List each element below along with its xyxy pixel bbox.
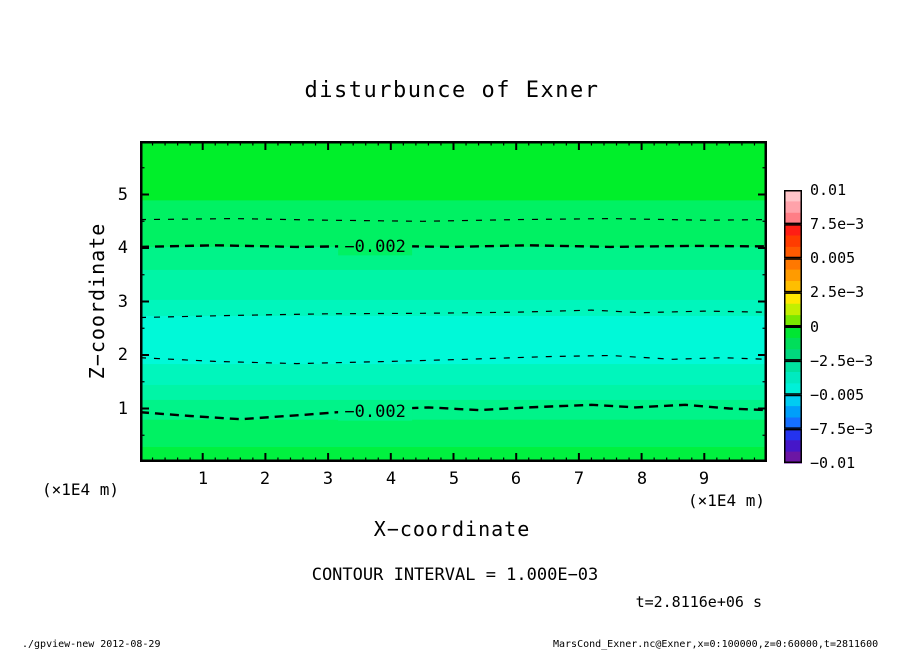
colorbar-box-outline (784, 258, 802, 293)
colorbar-segment (784, 440, 802, 453)
y-unit-label: (×1E4 m) (42, 480, 120, 499)
colorbar-segment (784, 303, 802, 316)
colorbar-tick-label: 7.5e−3 (810, 215, 865, 233)
colorbar-tick-label: −2.5e−3 (810, 352, 874, 370)
colorbar-segment (784, 326, 802, 339)
colorbar-segment (784, 281, 802, 293)
colorbar-segment (784, 246, 802, 259)
fill-band (140, 200, 767, 248)
fill-band (140, 141, 767, 201)
plot-area: −0.002 −0.002 (139, 141, 768, 463)
colorbar-segment (784, 417, 802, 430)
colorbar-segment (784, 201, 802, 214)
colorbar-tick-label: 0 (810, 318, 820, 336)
colorbar-box-outline (784, 326, 802, 361)
footer-source: MarsCond_Exner.nc@Exner,x=0:100000,z=0:6… (553, 639, 879, 650)
contour-plot: −0.002 −0.002 (139, 141, 768, 463)
contour-label: −0.002 (344, 402, 405, 422)
fill-band (140, 246, 767, 271)
x-tick-label: 7 (573, 469, 585, 489)
fill-band (140, 364, 767, 386)
colorbar-box-outline (784, 394, 802, 429)
colorbar-box-outline (784, 360, 802, 395)
colorbar-segment (784, 258, 802, 271)
colorbar-tick-label: −7.5e−3 (810, 420, 874, 438)
colorbar-tick-label: 0.005 (810, 249, 856, 267)
x-tick-label: 1 (197, 469, 209, 489)
y-axis-label: Z−coordinate (85, 222, 109, 380)
contour-line (139, 403, 768, 421)
fill-band (140, 399, 767, 421)
colorbar-segment (784, 383, 802, 396)
x-tick-label: 6 (510, 469, 522, 489)
colorbar-segment (784, 269, 802, 282)
y-tick-label: 5 (117, 185, 128, 205)
fill-band (140, 269, 767, 301)
colorbar-tick-label: −0.01 (810, 454, 856, 472)
colorbar (783, 190, 803, 469)
colorbar-segment (784, 451, 802, 464)
contour-interval-label: CONTOUR INTERVAL = 1.000E−03 (311, 565, 599, 585)
colorbar-tick-label: 0.01 (810, 181, 847, 199)
x-tick-label: 4 (385, 469, 397, 489)
colorbar-segment (784, 190, 802, 202)
colorbar-tick-label: 2.5e−3 (810, 283, 865, 301)
colorbar-segment (784, 349, 802, 362)
contour-line (139, 354, 768, 365)
contour-label: −0.002 (344, 237, 405, 257)
x-axis-label: X−coordinate (373, 517, 531, 541)
colorbar-segment (784, 224, 802, 236)
colorbar-segment (784, 337, 802, 350)
fill-band (140, 384, 767, 401)
x-tick-label: 3 (322, 469, 334, 489)
colorbar-segment (784, 292, 802, 305)
colorbar-box-outline (784, 224, 802, 259)
x-tick-label: 9 (698, 469, 710, 489)
colorbar-box-outline (784, 292, 802, 327)
colorbar-segment (784, 372, 802, 384)
colorbar-segment (784, 360, 802, 373)
colorbar-segment (784, 235, 802, 248)
colorbar-segment (784, 406, 802, 418)
time-label: t=2.8116e+06 s (635, 593, 762, 611)
contour-line (139, 217, 768, 222)
x-tick-label: 8 (636, 469, 648, 489)
contour-label-mask (338, 236, 413, 256)
colorbar-segment (784, 394, 802, 407)
colorbar-tick-label: −0.005 (810, 386, 865, 404)
y-tick-label: 1 (117, 399, 128, 419)
fill-band (140, 419, 767, 448)
colorbar-segment (784, 212, 802, 225)
plot-border (140, 141, 767, 462)
colorbar-segment (784, 428, 802, 441)
fill-band (140, 315, 767, 365)
fill-band (140, 299, 767, 317)
x-unit-label: (×1E4 m) (688, 491, 766, 510)
x-tick-label: 2 (259, 469, 271, 489)
colorbar-box-outline (784, 190, 802, 225)
x-tick-label: 5 (448, 469, 460, 489)
colorbar-box-outline (784, 428, 802, 463)
colorbar-labels: 0.01 7.5e−3 0.005 2.5e−3 0 −2.5e−3 −0.005 −7.5e… (810, 181, 900, 472)
footer-command: ./gpview-new 2012-08-29 (22, 639, 161, 650)
colorbar-scale (784, 190, 802, 464)
contour-label-mask (338, 401, 413, 421)
colorbar-segment (784, 315, 802, 327)
chart-title: disturbunce of Exner (304, 78, 600, 103)
